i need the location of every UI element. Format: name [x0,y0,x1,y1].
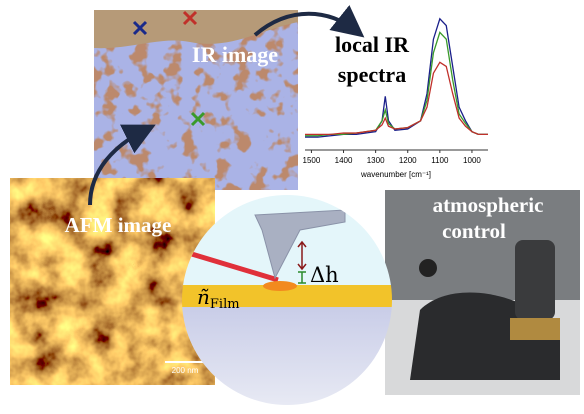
scale-bar-label: 200 nm [172,366,199,375]
figure: IR image local IR spectra wavenumber [cm… [0,0,584,409]
x-tick-label: 1500 [303,156,321,165]
photo-knob [419,259,437,277]
afm-label: AFM image [65,213,172,237]
sample-spot [263,281,297,291]
photo-label: control [442,219,506,243]
photo-sample [510,318,560,340]
x-axis-label: wavenumber [cm⁻¹] [360,170,431,179]
spectra-title: spectra [338,62,406,87]
ir-label: IR image [192,42,278,67]
ir-panel: IR image [94,10,298,190]
spectra-title: local IR [335,32,410,57]
x-tick-label: 1400 [335,156,353,165]
photo-panel: atmospheric control [385,190,580,395]
film-subscript: Film [210,297,240,312]
photo-label: atmospheric [433,193,544,217]
x-tick-label: 1100 [431,156,449,165]
spectra-panel: local IR spectra wavenumber [cm⁻¹] 1500 1… [303,19,488,179]
film-symbol: ñ [197,285,210,309]
x-tick-label: 1000 [463,156,481,165]
x-tick-label: 1300 [367,156,385,165]
height-label: Δh [310,263,339,287]
x-tick-label: 1200 [399,156,417,165]
substrate [180,307,395,407]
photo-objective [515,240,555,320]
